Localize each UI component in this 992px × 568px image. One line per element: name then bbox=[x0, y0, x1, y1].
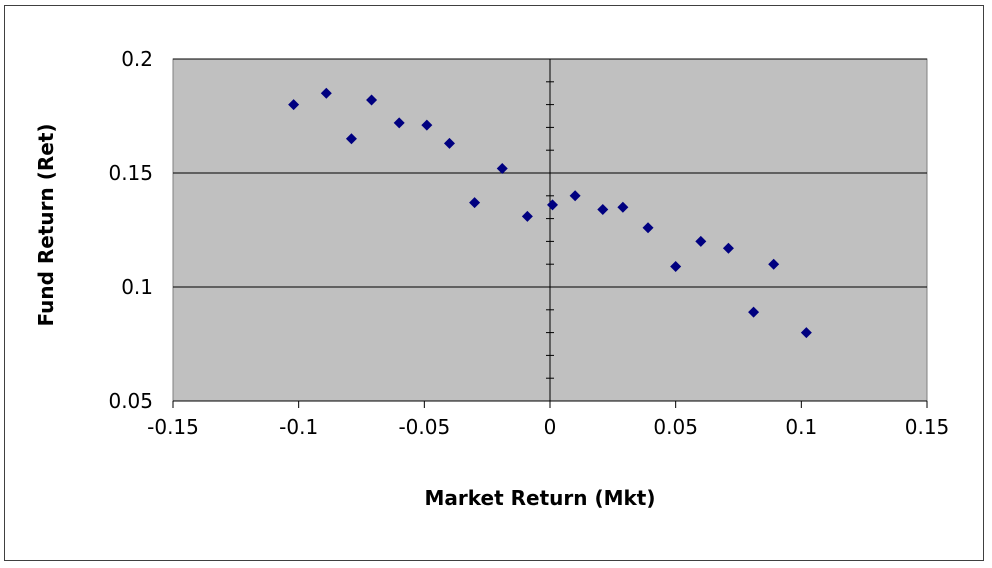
x-axis-title: Market Return (Mkt) bbox=[425, 486, 656, 510]
data-point bbox=[722, 242, 734, 254]
y-tick-label: 0.15 bbox=[108, 161, 153, 185]
y-tick-label: 0.2 bbox=[121, 47, 153, 71]
y-tick-label: 0.05 bbox=[108, 389, 153, 413]
data-point bbox=[320, 87, 332, 99]
data-point bbox=[521, 210, 533, 222]
data-point bbox=[670, 260, 682, 272]
data-point bbox=[569, 190, 581, 202]
y-tick-label: 0.1 bbox=[121, 275, 153, 299]
data-point bbox=[768, 258, 780, 270]
x-tick-label: 0 bbox=[544, 415, 557, 439]
x-tick-label: 0.05 bbox=[653, 415, 698, 439]
data-point bbox=[748, 306, 760, 318]
data-point bbox=[617, 201, 629, 213]
data-point bbox=[800, 327, 812, 339]
data-points bbox=[288, 87, 812, 339]
data-point bbox=[443, 137, 455, 149]
data-point bbox=[496, 162, 508, 174]
data-point bbox=[547, 199, 559, 211]
data-point bbox=[642, 222, 654, 234]
axes bbox=[172, 58, 928, 408]
data-point bbox=[469, 197, 481, 209]
x-tick-label: 0.1 bbox=[785, 415, 817, 439]
x-tick-label: -0.15 bbox=[147, 415, 199, 439]
data-point bbox=[345, 133, 357, 145]
x-tick-label: -0.05 bbox=[398, 415, 450, 439]
data-point bbox=[597, 203, 609, 215]
tick-labels: -0.15 -0.1 -0.05 0 0.05 0.1 0.15 0.05 0.1 0.15 0.2 bbox=[108, 47, 949, 439]
x-tick-label: 0.15 bbox=[905, 415, 950, 439]
data-point bbox=[695, 235, 707, 247]
x-tick-label: -0.1 bbox=[279, 415, 318, 439]
data-point bbox=[288, 99, 300, 111]
data-point bbox=[393, 117, 405, 129]
y-axis-title: Fund Return (Ret) bbox=[34, 123, 58, 326]
data-point bbox=[421, 119, 433, 131]
data-point bbox=[366, 94, 378, 106]
